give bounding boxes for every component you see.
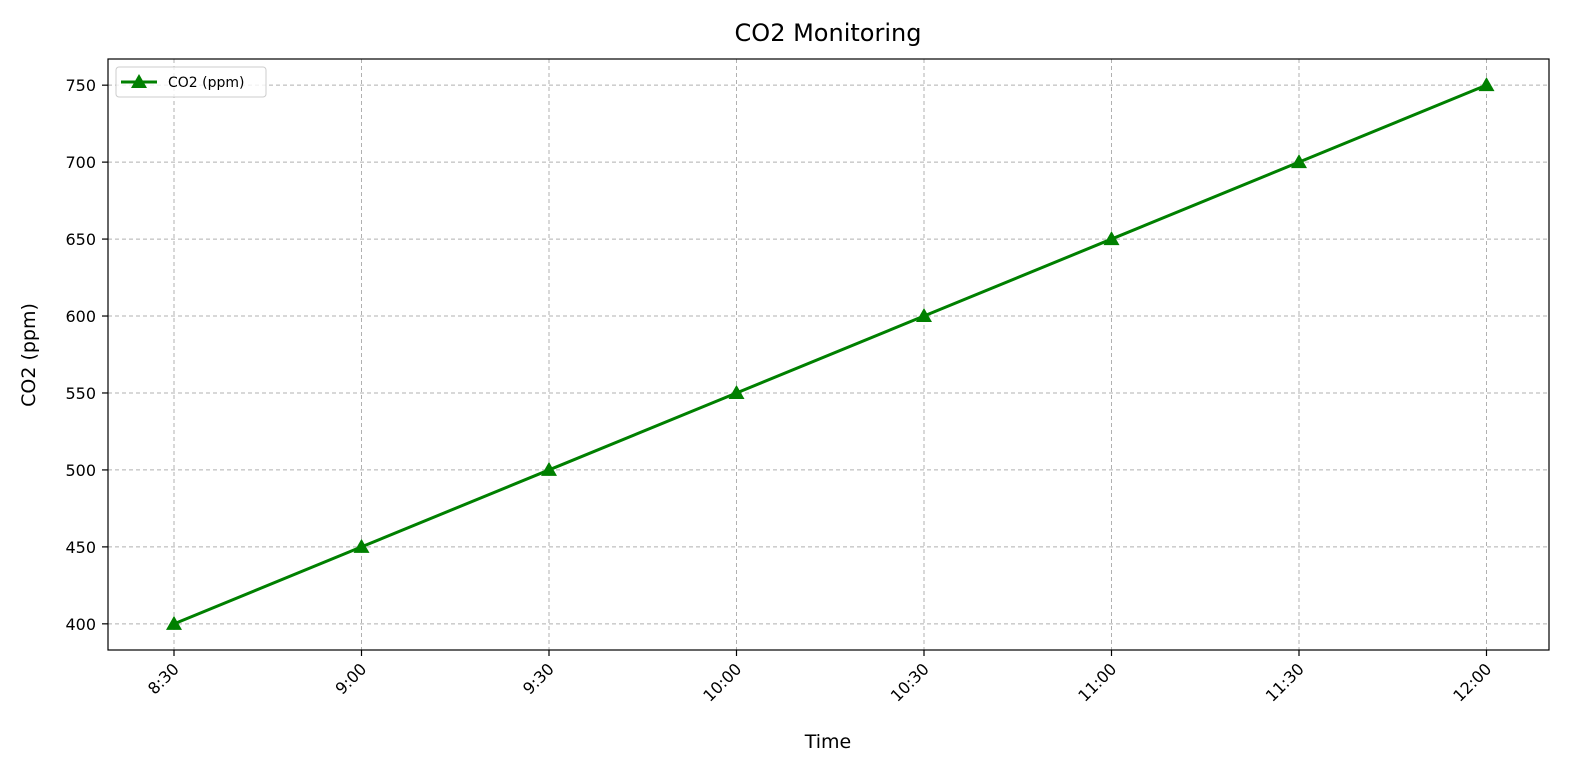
legend: CO2 (ppm) [115, 66, 267, 98]
legend-box [115, 66, 267, 98]
y-tick-label: 600 [65, 307, 96, 326]
y-tick-label: 750 [65, 76, 96, 95]
co2-data-point [728, 384, 745, 399]
y-tick-label: 500 [65, 461, 96, 480]
co2-data-point [1103, 231, 1120, 246]
y-tick-label: 650 [65, 230, 96, 249]
plot-frame [107, 58, 1550, 651]
y-tick-label: 450 [65, 538, 96, 557]
chart-title: CO2 Monitoring [735, 19, 922, 47]
co2-data-point [353, 538, 370, 553]
legend-entry-label: CO2 (ppm) [168, 75, 245, 91]
y-tick-label: 700 [65, 153, 96, 172]
y-axis-label: CO2 (ppm) [18, 303, 40, 407]
co2-data-point [1291, 154, 1307, 169]
co2-data-point [541, 461, 557, 476]
y-tick-label: 550 [65, 384, 96, 403]
grid [108, 59, 1549, 650]
co2-series-line [173, 83, 1488, 626]
y-tick-label: 400 [65, 615, 96, 634]
co2-data-point [1478, 77, 1495, 92]
co2-data-point [166, 615, 182, 630]
legend-marker-swatch [131, 74, 147, 88]
x-axis-label: Time [804, 731, 852, 753]
co2-data-point [916, 308, 932, 323]
series-layer [166, 77, 1495, 630]
